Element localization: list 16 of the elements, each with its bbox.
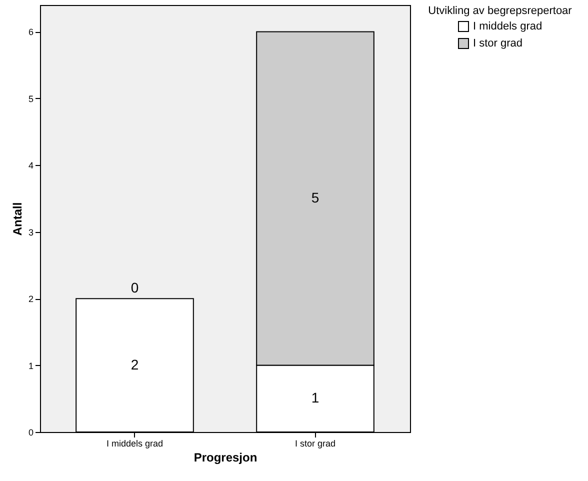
y-tick-label: 4 [28,160,34,171]
y-tick-label: 6 [28,27,34,38]
x-axis-title: Progresjon [194,450,258,464]
data-label: 5 [311,189,320,206]
legend-title: Utvikling av begrepsrepertoar [428,5,572,17]
y-tick-label: 3 [28,227,34,238]
legend-label: I middels grad [473,20,542,32]
legend-label: I stor grad [473,38,523,50]
y-tick-label: 0 [28,428,34,438]
data-label: 0 [130,280,139,296]
y-tick-label: 2 [28,294,34,304]
y-tick-label: 1 [28,360,34,371]
y-axis-title: Antall [10,202,24,236]
data-label: 1 [311,390,320,406]
data-label: 2 [130,356,139,372]
y-tick-label: 5 [28,94,34,104]
